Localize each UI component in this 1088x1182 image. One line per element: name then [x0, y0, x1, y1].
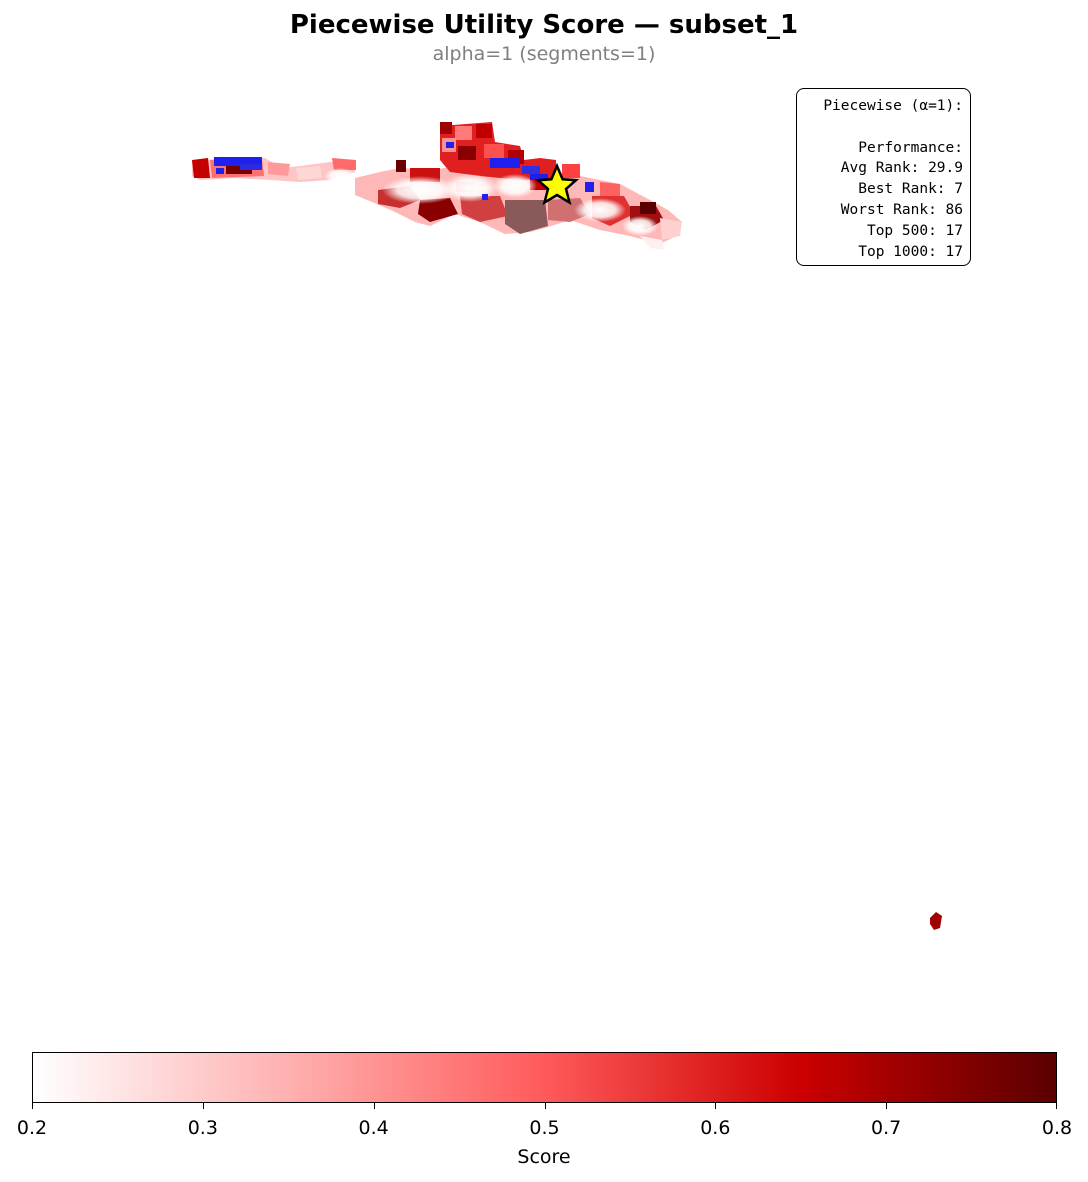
stats-line-top-1000: Top 1000: 17 — [858, 243, 963, 260]
map-title: Piecewise Utility Score — subset_1 — [289, 10, 799, 40]
stats-line-top-500: Top 500: 17 — [866, 222, 963, 239]
colorbar-tick — [715, 1103, 717, 1109]
stats-line-worst-rank: Worst Rank: 86 — [840, 201, 963, 218]
colorbar-tick — [544, 1103, 546, 1109]
colorbar-label: Score — [517, 1146, 571, 1168]
colorbar-tick — [886, 1103, 888, 1109]
colorbar-tick — [373, 1103, 375, 1109]
map-subtitle: alpha=1 (segments=1) — [432, 43, 656, 65]
colorbar-tick-label: 0.3 — [187, 1117, 218, 1139]
stats-heading: Piecewise (α=1): — [823, 98, 963, 114]
colorbar — [32, 1052, 1057, 1103]
colorbar-tick-label: 0.6 — [700, 1117, 731, 1139]
colorbar-tick — [1056, 1103, 1057, 1109]
highlight-zones — [446, 142, 594, 200]
stats-section: Performance: — [858, 139, 963, 156]
colorbar-ticks: 0.2 0.3 0.4 0.5 0.6 0.7 0.8 — [17, 1103, 1072, 1139]
colorbar-tick-label: 0.7 — [871, 1117, 902, 1139]
colorbar-tick-label: 0.4 — [358, 1117, 389, 1139]
colorbar-tick — [32, 1103, 33, 1109]
colorbar-tick-label: 0.8 — [1041, 1117, 1073, 1139]
stats-line-best-rank: Best Rank: 7 — [858, 181, 963, 198]
region-west-coast — [192, 157, 356, 182]
colorbar-tick — [202, 1103, 204, 1109]
stats-spacer — [804, 117, 963, 138]
colorbar-tick-label: 0.2 — [16, 1117, 48, 1139]
region-island — [930, 912, 942, 930]
stats-box: Piecewise (α=1): Performance: Avg Rank: … — [796, 88, 971, 266]
colorbar-tick-label: 0.5 — [529, 1117, 560, 1139]
selected-location-star[interactable] — [534, 162, 580, 206]
stats-line-avg-rank: Avg Rank: 29.9 — [840, 160, 963, 177]
